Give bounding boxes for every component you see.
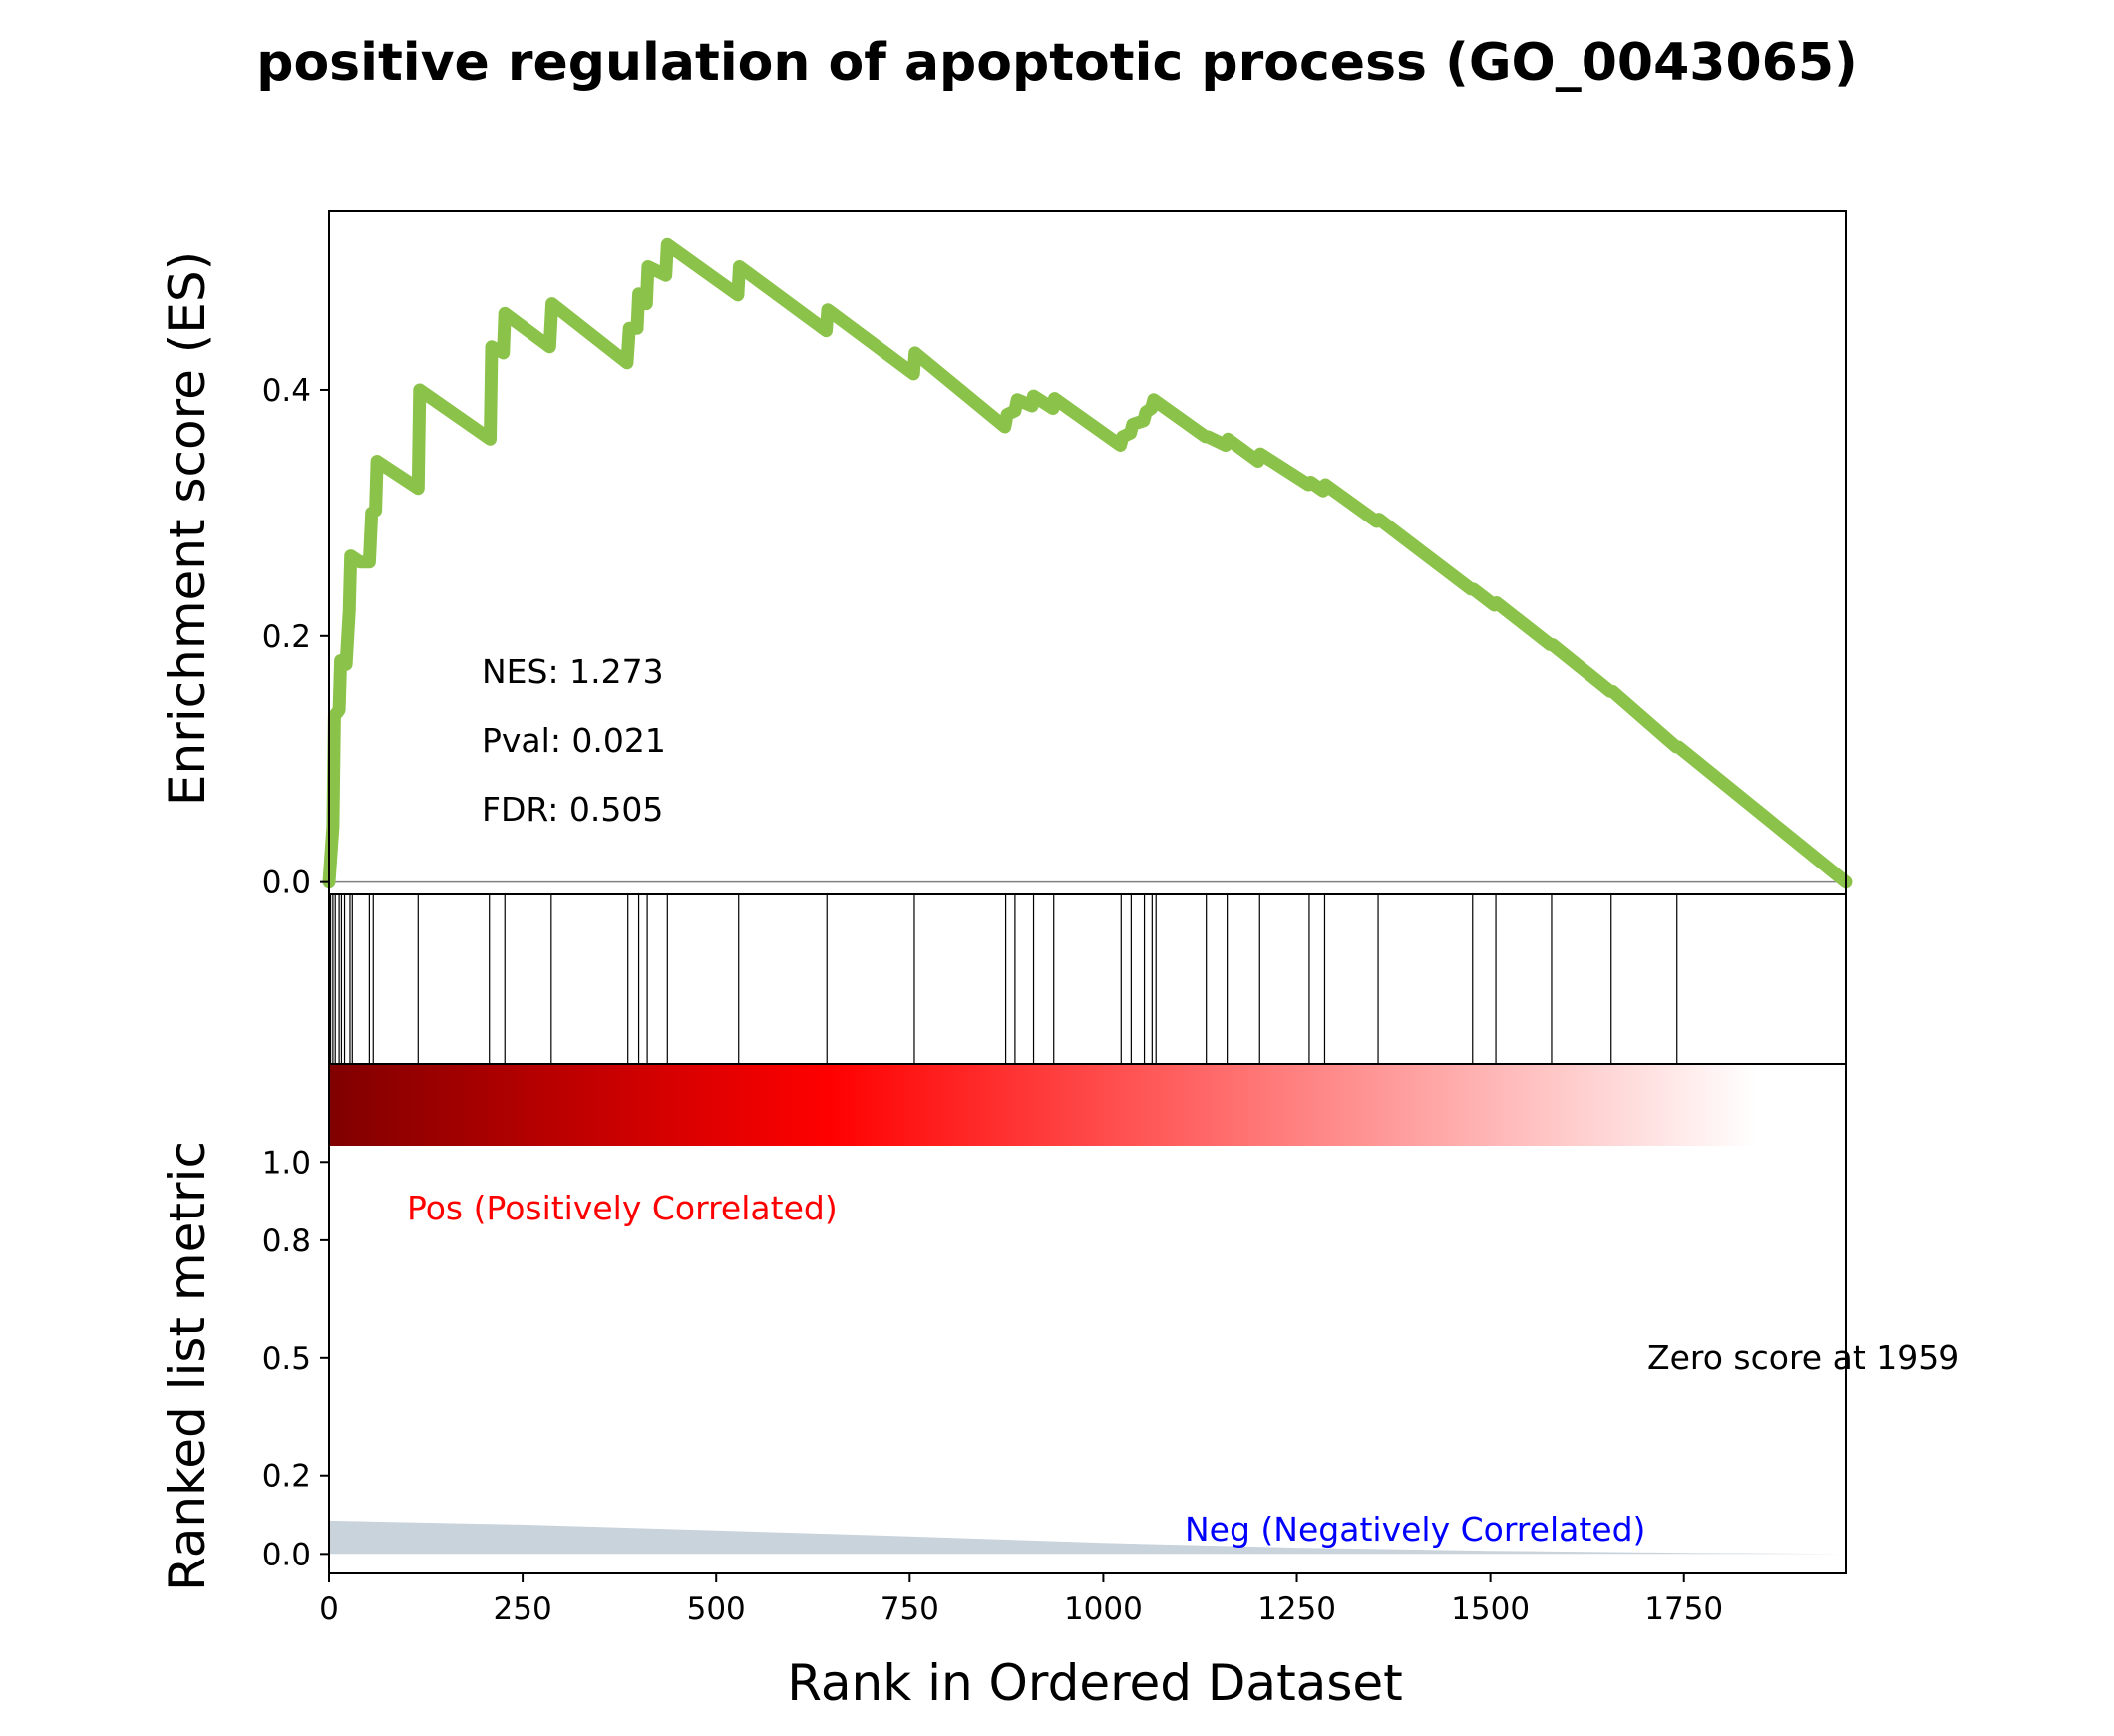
es-y-tick-label: 0.4 <box>262 373 311 409</box>
metric-y-tick-label: 0.0 <box>262 1537 311 1572</box>
metric-y-tick-label: 1.0 <box>262 1145 311 1181</box>
x-axis-label: Rank in Ordered Dataset <box>787 1654 1402 1712</box>
es-stat-annotation: FDR: 0.505 <box>482 790 663 829</box>
metric-y-tick-label: 0.5 <box>262 1341 311 1377</box>
gene-hits-panel <box>328 893 1847 1065</box>
x-tick-label: 1000 <box>1064 1591 1143 1627</box>
hits-panel-frame <box>328 893 1847 1065</box>
chart-title: positive regulation of apoptotic process… <box>256 33 1858 93</box>
x-tick-label: 250 <box>494 1591 552 1627</box>
x-tick-label: 750 <box>881 1591 939 1627</box>
x-tick-label: 0 <box>319 1591 339 1627</box>
rank-color-gradient <box>329 1064 1758 1146</box>
es-stat-annotation: NES: 1.273 <box>482 652 664 691</box>
x-tick-label: 1250 <box>1257 1591 1336 1627</box>
es-y-tick-label: 0.0 <box>262 866 311 901</box>
metric-y-tick-label: 0.8 <box>262 1223 311 1259</box>
enrichment-score-panel: 0.0 0.2 0.4 NES: 1.273 Pval: 0.021 FDR: 0.505 <box>262 210 1853 901</box>
es-stat-annotation: Pval: 0.021 <box>482 721 666 760</box>
x-tick-label: 500 <box>687 1591 746 1627</box>
metric-y-axis-label: Ranked list metric <box>159 1141 216 1591</box>
metric-y-tick-label: 0.2 <box>262 1459 311 1495</box>
zero-score-label: Zero score at 1959 <box>1647 1338 1959 1377</box>
pos-correlated-label: Pos (Positively Correlated) <box>407 1189 838 1227</box>
x-tick-label: 1750 <box>1644 1591 1723 1627</box>
es-y-axis-label: Enrichment score (ES) <box>159 251 216 806</box>
metric-panel-frame <box>328 1063 1847 1574</box>
es-y-tick-label: 0.2 <box>262 619 311 655</box>
neg-correlated-label: Neg (Negatively Correlated) <box>1185 1510 1645 1549</box>
ranked-metric-area <box>329 1520 1846 1555</box>
x-tick-label: 1500 <box>1451 1591 1530 1627</box>
ranked-metric-panel: 0.0 0.2 0.5 0.8 1.0 Pos (Positively Correlate… <box>262 1063 1959 1574</box>
x-axis: 0 250 500 750 1000 1250 1500 1750 <box>319 1573 1723 1627</box>
es-curve <box>322 237 1853 889</box>
